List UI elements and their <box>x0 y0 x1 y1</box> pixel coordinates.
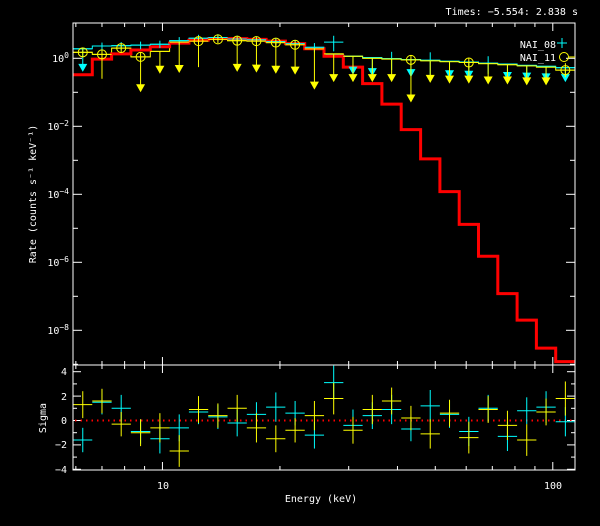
sigma-tick-label-m4: −4 <box>55 465 67 476</box>
times-label: Times: −5.554: 2.838 s <box>446 7 578 18</box>
xspec-spectrum-plot: Times: −5.554: 2.838 s NAI_08 NAI_11 100… <box>0 0 600 526</box>
energy-tick-label-10: 10 <box>157 481 169 492</box>
legend-label-nai08: NAI_08 <box>520 40 556 51</box>
sigma-tick-label-m2: −2 <box>55 440 67 451</box>
sigma-tick-label-2: 2 <box>61 392 67 403</box>
sigma-axis-title: Sigma <box>38 403 49 433</box>
spectral-fit-window: Times: −5.554: 2.838 s NAI_08 NAI_11 100… <box>0 0 600 526</box>
rate-axis-title: Rate (counts s⁻¹ keV⁻¹) <box>28 125 39 263</box>
legend-label-nai11: NAI_11 <box>520 53 556 64</box>
energy-tick-label-100: 100 <box>544 481 562 492</box>
sigma-tick-label-0: 0 <box>61 416 67 427</box>
sigma-tick-label-4: 4 <box>61 367 67 378</box>
energy-axis-title: Energy (keV) <box>285 494 357 505</box>
